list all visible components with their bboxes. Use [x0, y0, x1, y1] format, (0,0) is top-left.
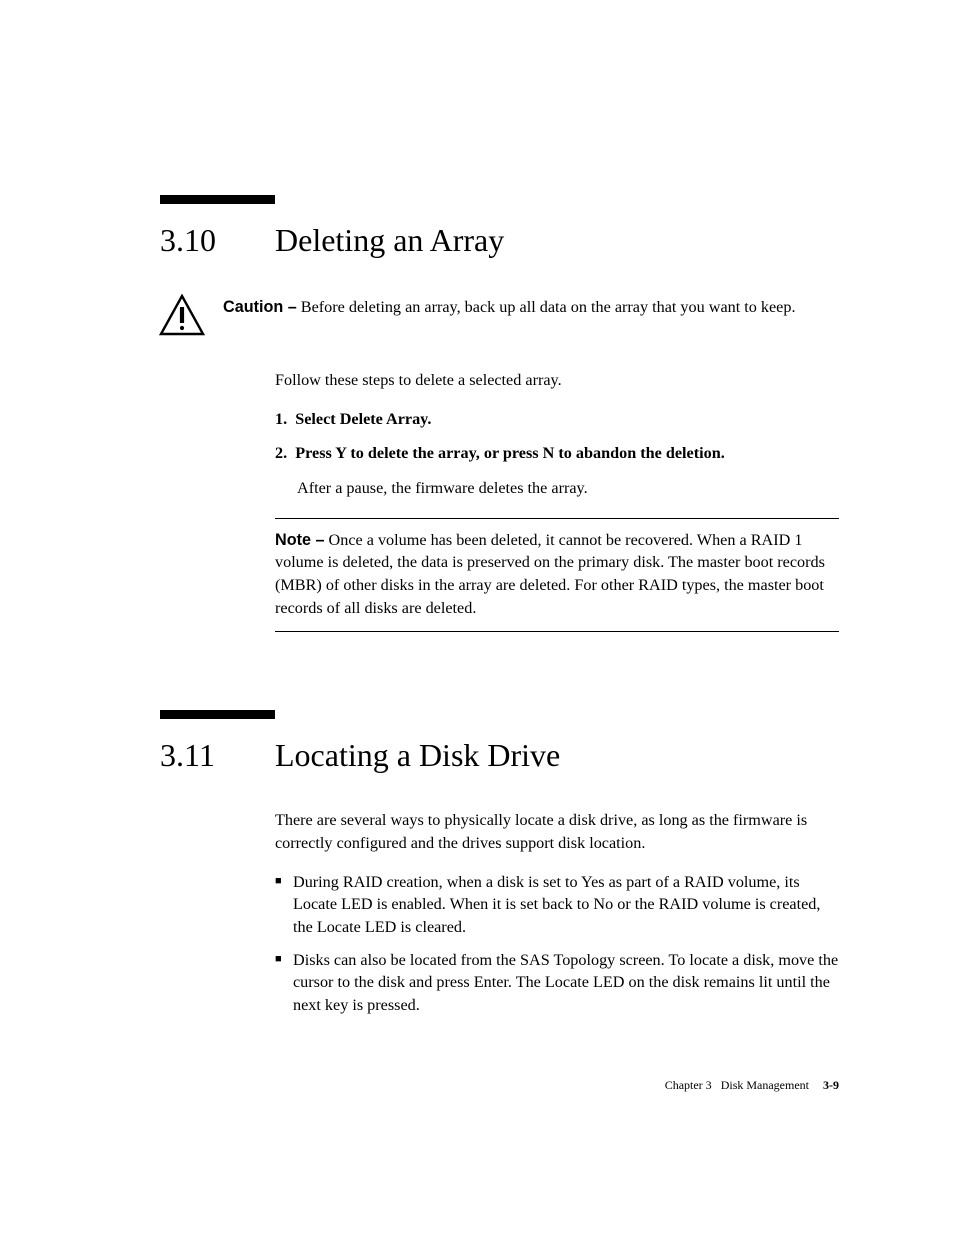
section-rule [160, 710, 275, 719]
footer-chapter: Chapter 3 [665, 1078, 712, 1092]
section-heading-1: 3.10 Deleting an Array [160, 222, 839, 259]
bullet-2: ■ Disks can also be located from the SAS… [275, 949, 839, 1017]
section2-intro: There are several ways to physically loc… [275, 809, 839, 854]
bullet-marker-icon: ■ [275, 871, 293, 892]
step-text: Select Delete Array. [295, 410, 431, 428]
section1-intro: Follow these steps to delete a selected … [275, 369, 839, 392]
step-1: 1. Select Delete Array. [275, 408, 839, 431]
step-text: Press Y to delete the array, or press N … [295, 444, 725, 462]
page: 3.10 Deleting an Array Caution – Before … [0, 0, 954, 1235]
footer-page: 3-9 [823, 1078, 839, 1092]
section-number: 3.10 [160, 222, 275, 259]
bullet-marker-icon: ■ [275, 949, 293, 970]
caution-body: Before deleting an array, back up all da… [297, 298, 796, 316]
section-title: Deleting an Array [275, 222, 504, 259]
page-footer: Chapter 3 Disk Management 3-9 [665, 1078, 839, 1093]
caution-block: Caution – Before deleting an array, back… [160, 294, 839, 341]
note-block: Note – Once a volume has been deleted, i… [275, 518, 839, 633]
bullet-text: Disks can also be located from the SAS T… [293, 949, 839, 1017]
note-text: Once a volume has been deleted, it canno… [275, 531, 825, 617]
step-num: 1. [275, 410, 287, 428]
section-rule [160, 195, 275, 204]
section-heading-2: 3.11 Locating a Disk Drive [160, 737, 839, 774]
section-title: Locating a Disk Drive [275, 737, 560, 774]
note-label: Note – [275, 531, 324, 549]
caution-label: Caution – [223, 298, 297, 316]
bullet-1: ■ During RAID creation, when a disk is s… [275, 871, 839, 939]
footer-topic: Disk Management [721, 1078, 809, 1092]
step-num: 2. [275, 444, 287, 462]
step-2: 2. Press Y to delete the array, or press… [275, 442, 839, 465]
caution-icon [159, 294, 205, 341]
step-2-followup: After a pause, the firmware deletes the … [275, 477, 839, 500]
section-number: 3.11 [160, 737, 275, 774]
bullet-text: During RAID creation, when a disk is set… [293, 871, 839, 939]
caution-text: Caution – Before deleting an array, back… [223, 294, 796, 319]
